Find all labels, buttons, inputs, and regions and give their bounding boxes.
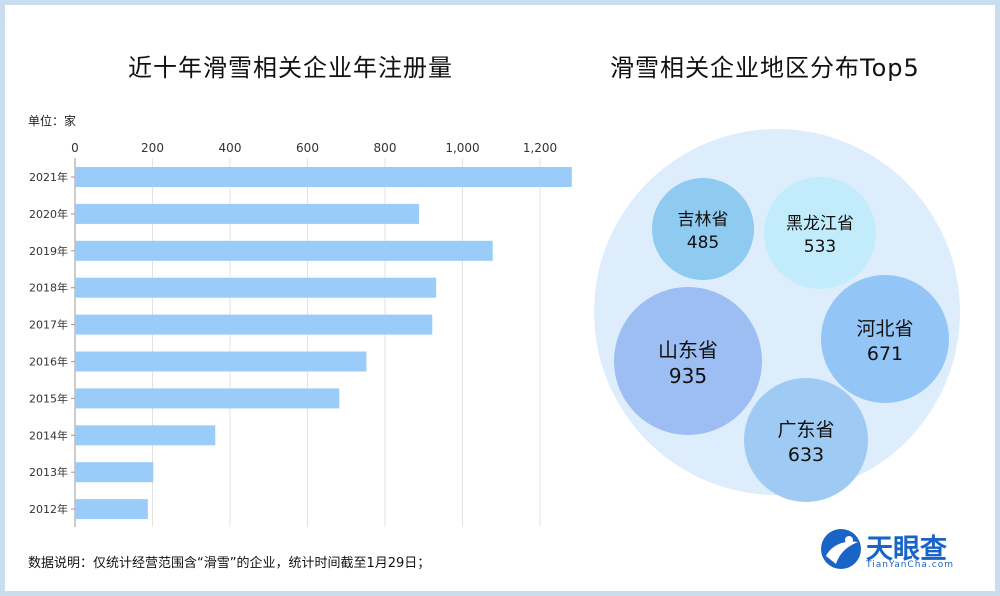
bubble-chart-title: 滑雪相关企业地区分布Top5 bbox=[610, 54, 920, 82]
bar-chart: 0 200 400 600 800 1,000 1,200 2021年 2020年 2019年 20… bbox=[29, 141, 572, 527]
y-tick-label: 2018年 bbox=[29, 281, 68, 295]
x-tick-label: 1,200 bbox=[523, 141, 557, 155]
bubble bbox=[821, 275, 949, 403]
bubble-value-label: 935 bbox=[669, 364, 707, 388]
bubble-value-label: 633 bbox=[788, 444, 824, 466]
y-tick-label: 2012年 bbox=[29, 502, 68, 516]
bubble-region-label: 吉林省 bbox=[678, 210, 729, 230]
bar bbox=[75, 314, 433, 335]
bar-chart-title: 近十年滑雪相关企业年注册量 bbox=[128, 54, 453, 82]
bubble bbox=[652, 178, 754, 280]
bubble-region-label: 河北省 bbox=[856, 318, 913, 340]
x-tick-label: 600 bbox=[296, 141, 319, 155]
x-tick-label: 200 bbox=[141, 141, 164, 155]
y-tick-label: 2014年 bbox=[29, 428, 68, 442]
unit-label: 单位：家 bbox=[28, 114, 77, 128]
brand-domain: TianYanCha.com bbox=[866, 560, 955, 570]
bubble bbox=[744, 378, 868, 502]
bar bbox=[75, 277, 437, 298]
bubble-region-label: 黑龙江省 bbox=[786, 214, 854, 234]
y-tick-label: 2021年 bbox=[29, 170, 68, 184]
y-tick-label: 2020年 bbox=[29, 207, 68, 221]
x-tick-label: 800 bbox=[374, 141, 397, 155]
bar bbox=[75, 203, 420, 224]
brand-logo-icon bbox=[821, 529, 861, 569]
y-tick-label: 2016年 bbox=[29, 355, 68, 369]
y-tick-label: 2015年 bbox=[29, 391, 68, 405]
bar bbox=[75, 462, 154, 483]
footnote: 数据说明：仅统计经营范围含“滑雪”的企业，统计时间截至1月29日； bbox=[28, 556, 431, 571]
bubble bbox=[764, 177, 876, 289]
bubble-value-label: 671 bbox=[867, 343, 903, 365]
brand-name: 天眼查 bbox=[866, 534, 947, 565]
bubble-value-label: 533 bbox=[804, 237, 836, 257]
y-tick-label: 2017年 bbox=[29, 318, 68, 332]
bar bbox=[75, 425, 216, 446]
y-tick-label: 2013年 bbox=[29, 465, 68, 479]
bar bbox=[75, 351, 367, 372]
bar bbox=[75, 499, 148, 520]
x-tick-label: 400 bbox=[219, 141, 242, 155]
bubble-value-label: 485 bbox=[687, 233, 719, 253]
bubble-region-label: 广东省 bbox=[777, 419, 834, 441]
y-tick-label: 2019年 bbox=[29, 244, 68, 258]
bubble bbox=[614, 287, 762, 435]
bubble-region-label: 山东省 bbox=[658, 338, 718, 362]
bar bbox=[75, 240, 493, 261]
x-tick-label: 0 bbox=[71, 141, 79, 155]
bar bbox=[75, 388, 340, 409]
bar bbox=[75, 167, 572, 187]
x-tick-label: 1,000 bbox=[445, 141, 479, 155]
